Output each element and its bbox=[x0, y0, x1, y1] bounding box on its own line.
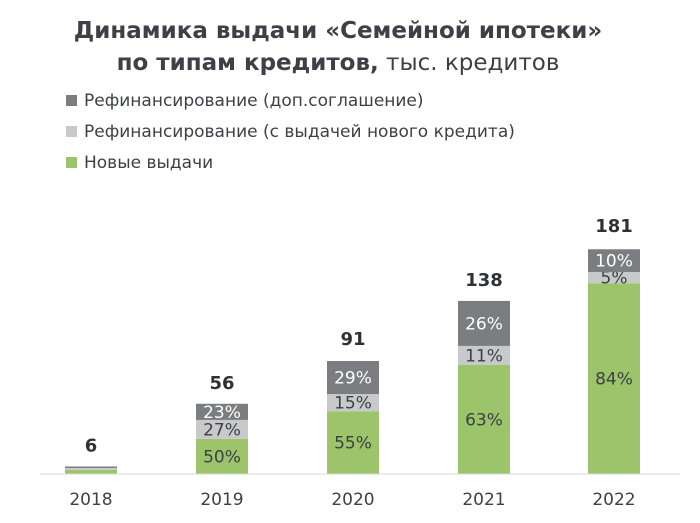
total-label-2019: 56 bbox=[209, 373, 234, 394]
legend-label-1: Рефинансирование (с выдачей нового креди… bbox=[84, 122, 515, 142]
bar-2020-0 bbox=[327, 411, 379, 474]
legend-swatch-2 bbox=[66, 95, 77, 106]
bar-2021-0 bbox=[458, 364, 510, 474]
bar-label-2020-0: 55% bbox=[334, 434, 372, 454]
x-tick-2018: 2018 bbox=[69, 490, 112, 510]
x-tick-2019: 2019 bbox=[200, 490, 243, 510]
legend: Рефинансирование (доп.соглашение) Рефинан… bbox=[66, 91, 515, 173]
chart-subtitle-bold: по типам кредитов, bbox=[117, 50, 379, 76]
total-label-2021: 138 bbox=[465, 270, 503, 291]
bar-label-2021-2: 26% bbox=[465, 314, 503, 334]
legend-swatch-1 bbox=[66, 126, 77, 137]
bar-2022-1 bbox=[588, 271, 640, 284]
bar-2021-1 bbox=[458, 345, 510, 365]
x-axis-ticks: 2018 2019 2020 2021 2022 bbox=[69, 490, 635, 510]
chart-subtitle-unit: тыс. кредитов bbox=[379, 50, 560, 76]
bar-2022-2 bbox=[588, 249, 640, 272]
total-label-2022: 181 bbox=[595, 216, 633, 237]
legend-label-2: Рефинансирование (доп.соглашение) bbox=[84, 91, 424, 111]
bars: 6 50% 27%23% 56 55% 15% 29% 91 63% 11% 26% 138 84% 5%… bbox=[65, 216, 640, 474]
bar-label-2022-1: 5% bbox=[601, 269, 628, 289]
chart-subtitle: по типам кредитов, тыс. кредитов bbox=[117, 50, 560, 76]
bar-2022-0 bbox=[588, 283, 640, 474]
bar-2020-2 bbox=[327, 361, 379, 395]
bar-label-2019-2: 23% bbox=[203, 403, 241, 423]
bar-label-2021-0: 63% bbox=[465, 410, 503, 430]
bar-2019-2 bbox=[196, 403, 248, 420]
bar-label-2022-0: 84% bbox=[595, 370, 633, 390]
total-label-2018: 6 bbox=[85, 435, 98, 456]
bar-label-2022-2: 10% bbox=[595, 252, 633, 272]
bar-2021-2 bbox=[458, 300, 510, 346]
bar-2018-1 bbox=[65, 467, 117, 470]
x-tick-2020: 2020 bbox=[331, 490, 374, 510]
total-label-2020: 91 bbox=[340, 329, 365, 350]
x-tick-2021: 2021 bbox=[462, 490, 505, 510]
bar-2018-0 bbox=[65, 469, 117, 474]
x-tick-2022: 2022 bbox=[592, 490, 635, 510]
bar-label-2019-0: 50% bbox=[203, 447, 241, 467]
bar-2018-2 bbox=[65, 466, 117, 468]
bar-label-2021-1: 11% bbox=[465, 346, 503, 366]
bar-label-2020-2: 29% bbox=[334, 369, 372, 389]
legend-swatch-0 bbox=[66, 157, 77, 168]
chart-title: Динамика выдачи «Семейной ипотеки» bbox=[74, 18, 602, 44]
bar-2019-1 bbox=[196, 419, 248, 439]
bar-2019-0 bbox=[196, 438, 248, 474]
bar-2020-1 bbox=[327, 394, 379, 412]
legend-label-0: Новые выдачи bbox=[84, 153, 213, 173]
bar-label-2019-1: 27% bbox=[203, 420, 241, 440]
bar-label-2020-1: 15% bbox=[334, 394, 372, 414]
